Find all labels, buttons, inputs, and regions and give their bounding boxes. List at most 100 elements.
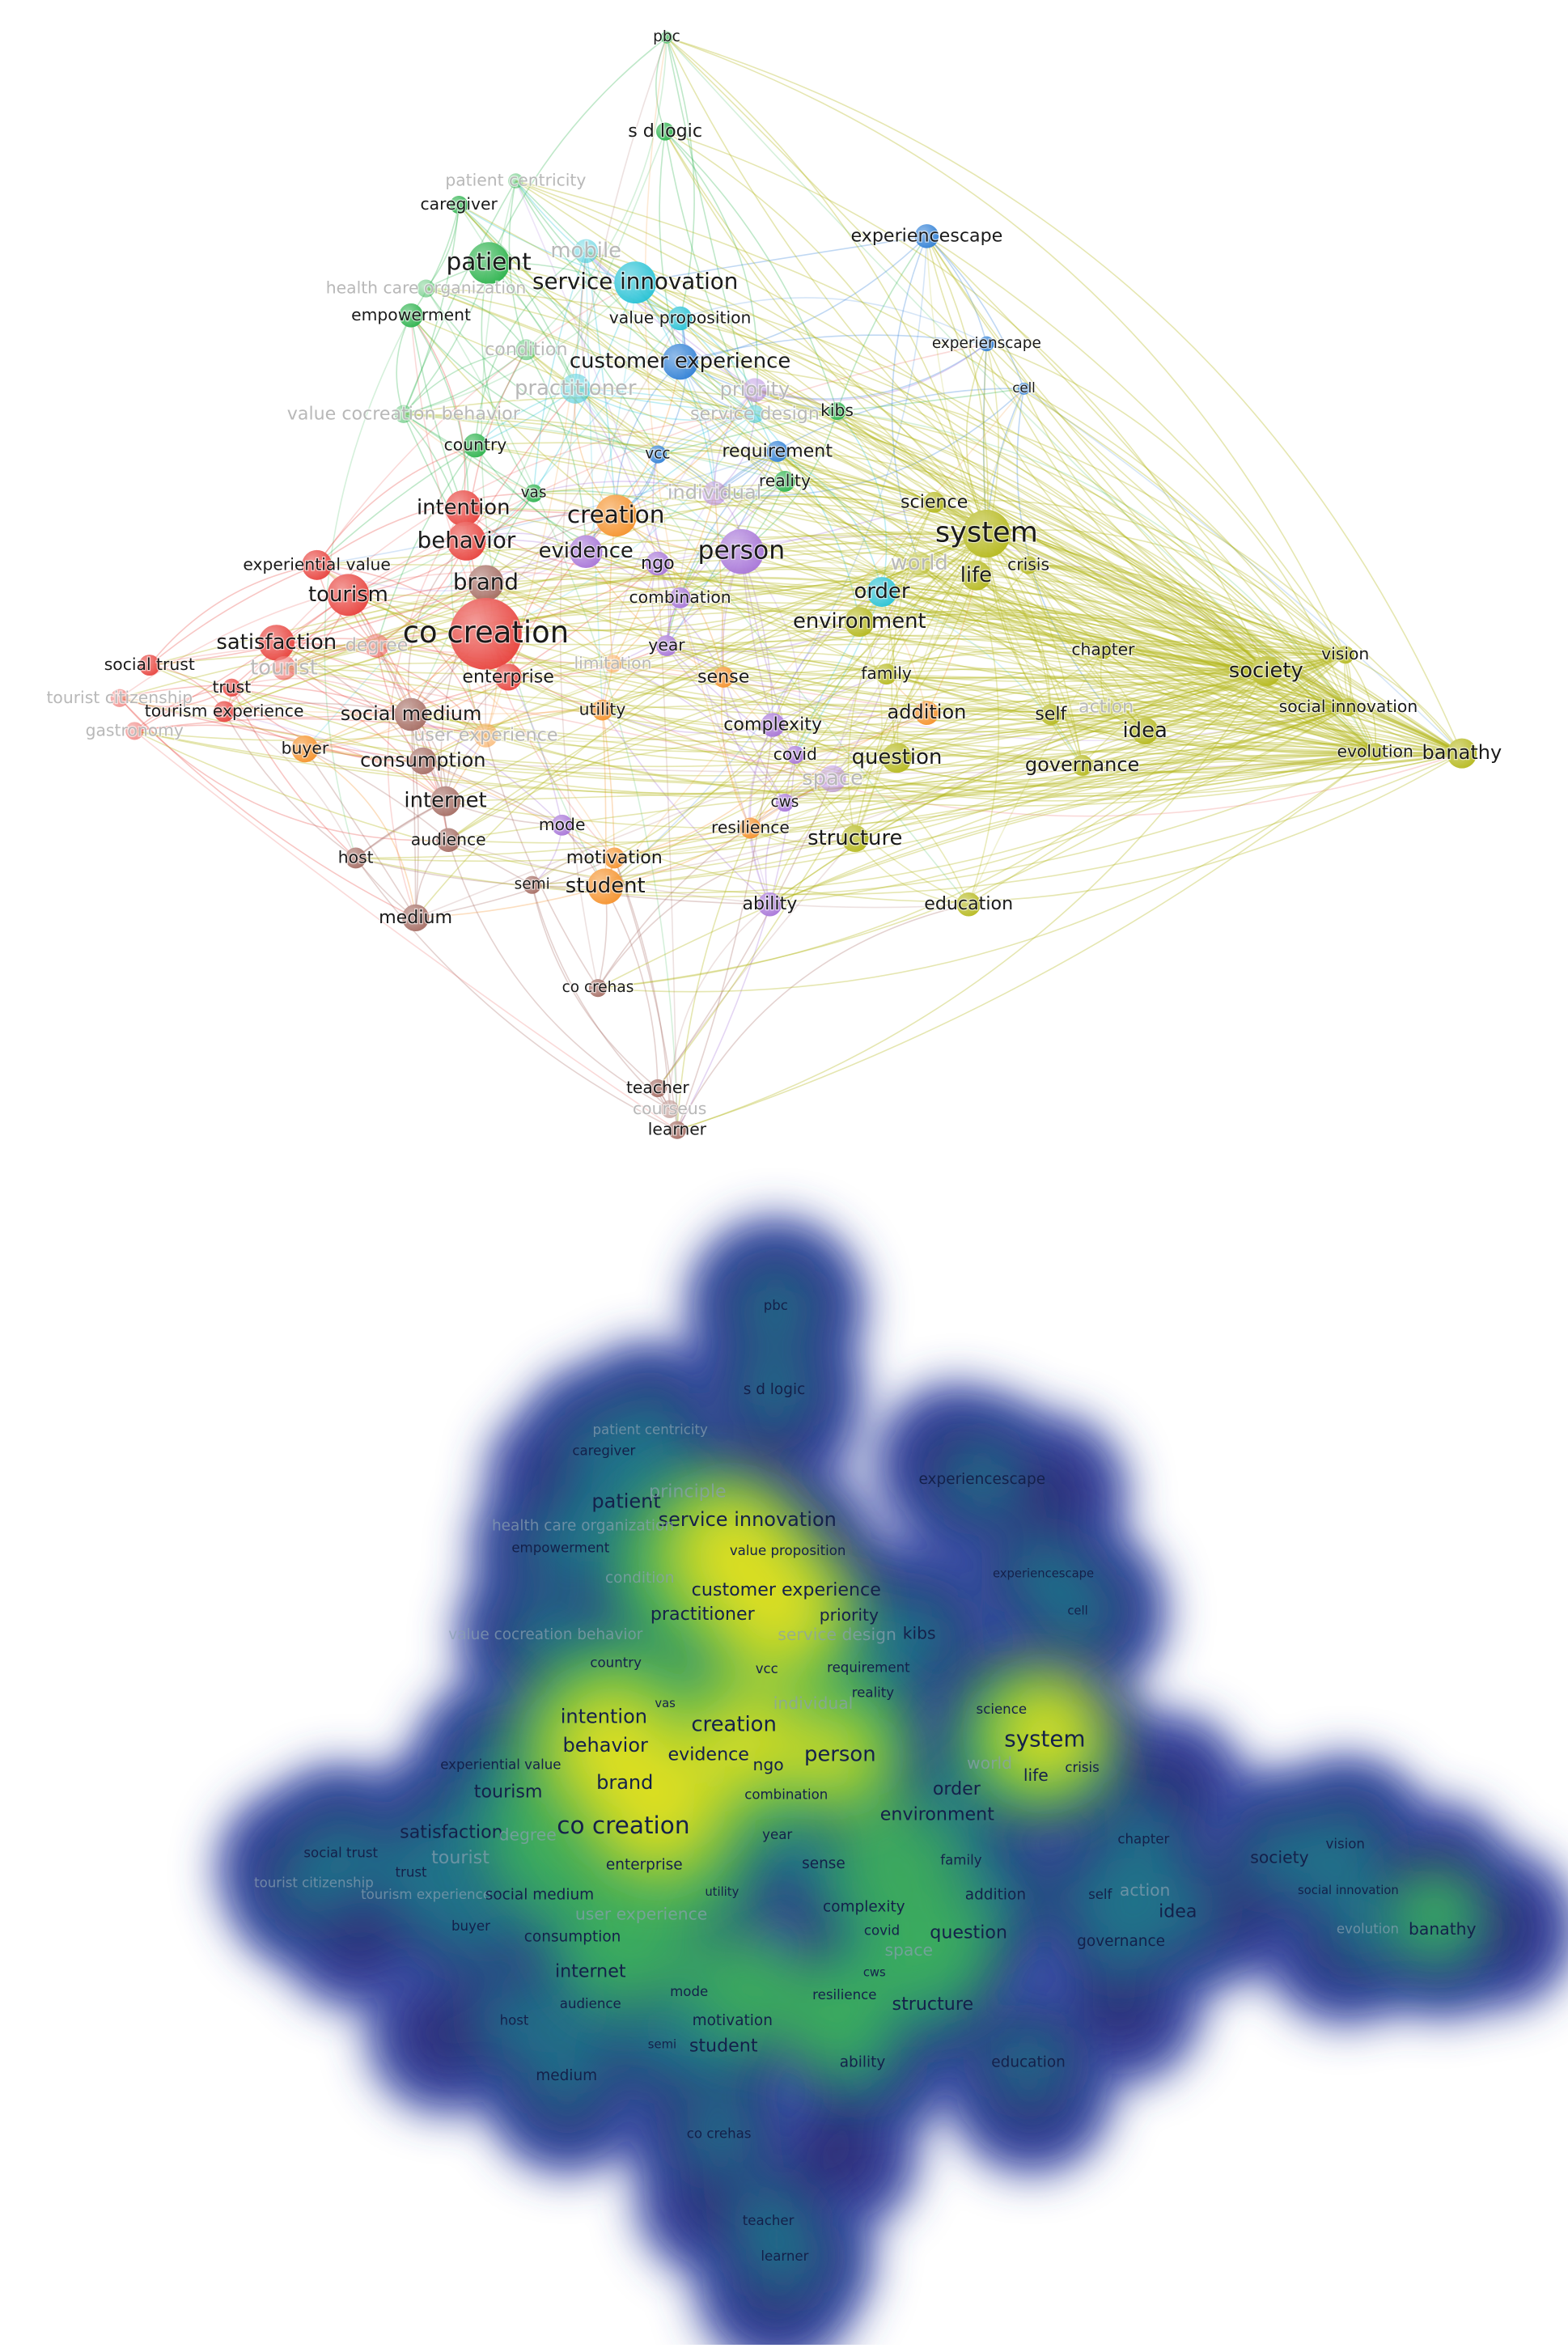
network-edge — [575, 387, 1267, 672]
network-edge — [784, 673, 888, 803]
network-edge — [926, 654, 1346, 714]
node-shine — [604, 655, 622, 673]
network-edge — [231, 568, 1463, 754]
node-label: mode — [539, 815, 586, 834]
network-edge — [585, 251, 604, 710]
node-shine — [222, 678, 241, 697]
density-label: cell — [1067, 1604, 1087, 1618]
density-label: patient centricity — [592, 1422, 707, 1438]
network-edge — [926, 235, 1463, 754]
network-edge — [772, 532, 987, 726]
density-label: chapter — [1117, 1832, 1169, 1847]
node-shine — [574, 239, 598, 264]
network-edge — [507, 676, 1349, 757]
density-blob — [990, 1676, 1104, 1791]
network-edge — [881, 591, 1266, 672]
node-label: patient — [447, 248, 532, 276]
node-shine — [508, 173, 523, 189]
density-blob — [1390, 1868, 1480, 1959]
network-edge — [585, 495, 987, 553]
density-label: host — [500, 2012, 529, 2028]
network-edge — [854, 837, 969, 905]
node-label: utility — [579, 700, 626, 719]
node-label: brand — [453, 569, 519, 595]
network-edge — [316, 532, 987, 566]
network-edge — [615, 389, 756, 517]
network-edge — [772, 724, 856, 840]
network-edge — [837, 410, 1376, 752]
network-edge — [485, 633, 1463, 817]
network-edge — [612, 493, 715, 664]
network-edge — [304, 748, 447, 802]
network-edge — [276, 642, 1375, 761]
network-edge — [485, 609, 1346, 655]
node-shine — [560, 373, 591, 404]
network-edge — [772, 724, 969, 905]
node-shine — [740, 817, 761, 839]
density-label: crisis — [1065, 1760, 1100, 1775]
network-edge — [666, 645, 1349, 718]
network-edge — [837, 410, 1463, 754]
network-edge — [348, 493, 535, 596]
density-blob — [623, 2006, 701, 2084]
density-label: service innovation — [659, 1508, 837, 1531]
density-blob — [560, 1875, 696, 2011]
network-edge — [657, 562, 1375, 753]
network-edge — [604, 235, 928, 888]
network-edge — [451, 445, 487, 736]
network-edge — [854, 533, 987, 839]
node-shine — [588, 979, 608, 998]
network-edge — [403, 413, 1346, 655]
node-shine — [956, 892, 981, 917]
network-edge — [680, 361, 1376, 752]
network-edge — [507, 575, 1346, 678]
network-edge — [283, 582, 486, 669]
network-edge — [615, 361, 681, 516]
network-edge — [347, 594, 424, 761]
network-edge — [986, 529, 1346, 655]
network-edge — [532, 751, 1083, 886]
network-edge — [445, 718, 1375, 803]
network-edge — [795, 747, 1083, 766]
node-label: degree — [345, 635, 409, 656]
density-label: vcc — [756, 1661, 778, 1676]
density-blob — [735, 1351, 814, 1430]
node-label: pbc — [653, 28, 680, 45]
network-edge — [664, 131, 756, 415]
density-labels: pbc s d logic patient centricity caregiver e… — [254, 1298, 1476, 2264]
network-edge — [635, 235, 927, 283]
node-shine — [327, 574, 370, 617]
node-label: addition — [888, 701, 967, 723]
network-edge — [666, 37, 756, 414]
network-edge — [614, 778, 833, 859]
network-edge — [926, 575, 977, 714]
network-edge — [585, 250, 756, 391]
network-edge — [403, 413, 786, 482]
density-label: user experience — [575, 1905, 707, 1924]
node-label: consumption — [360, 748, 485, 771]
node-label: enterprise — [462, 666, 554, 687]
network-edge — [119, 687, 232, 708]
network-edge — [666, 36, 1376, 752]
network-edge — [885, 574, 977, 675]
network-edge — [485, 573, 977, 736]
network-edge — [422, 564, 1029, 762]
network-edge — [723, 670, 1266, 691]
network-edge — [134, 706, 1349, 795]
network-edge — [882, 591, 1376, 752]
node-label: question — [852, 745, 943, 769]
density-label: enterprise — [606, 1857, 683, 1874]
network-edge — [832, 673, 888, 780]
network-edge — [858, 502, 935, 622]
network-edge — [679, 451, 778, 599]
network-edge — [119, 684, 412, 715]
network-edge — [605, 706, 1349, 888]
density-label: resilience — [812, 1987, 876, 2003]
network-edge — [795, 661, 1266, 756]
network-edge — [1106, 706, 1375, 753]
density-label: experiential value — [440, 1757, 561, 1772]
network-edge — [754, 389, 1463, 754]
network-edge — [750, 742, 1462, 829]
network-edge — [1082, 721, 1463, 766]
network-edge — [886, 564, 1029, 675]
